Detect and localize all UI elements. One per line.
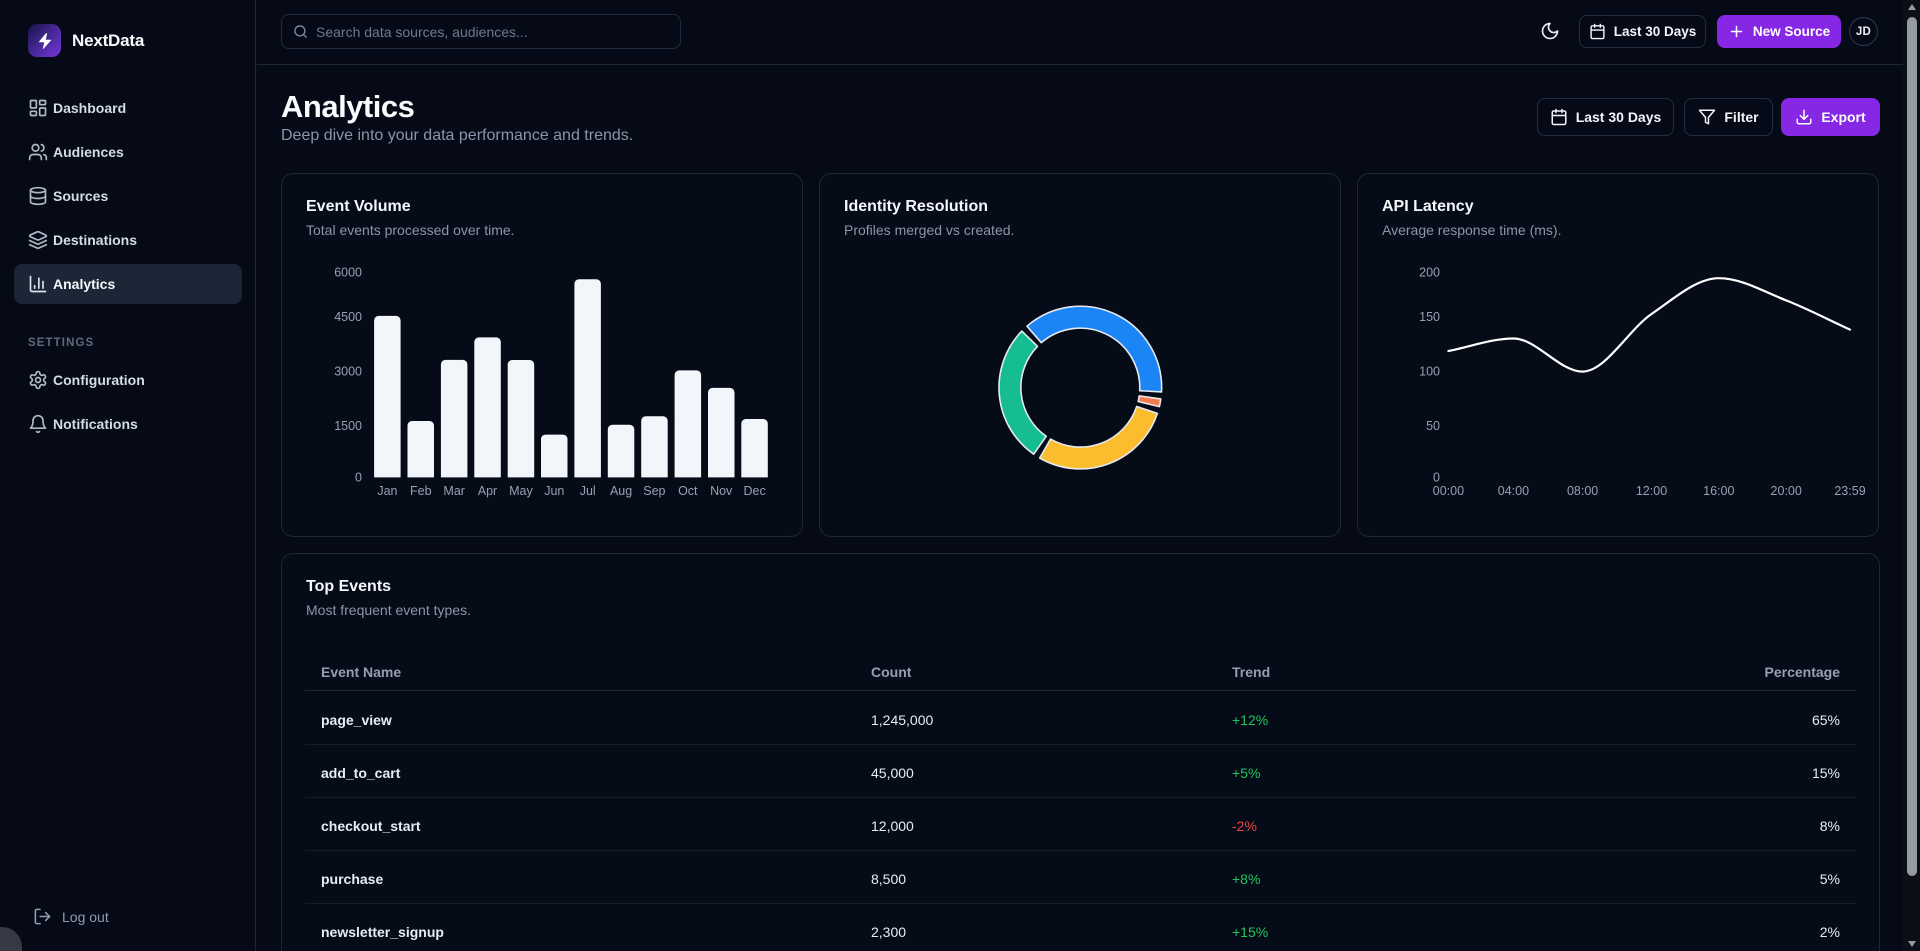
svg-text:100: 100 bbox=[1419, 365, 1440, 379]
svg-text:Apr: Apr bbox=[478, 484, 497, 498]
svg-text:23:59: 23:59 bbox=[1834, 484, 1865, 498]
svg-text:150: 150 bbox=[1419, 310, 1440, 324]
svg-text:Feb: Feb bbox=[410, 484, 432, 498]
svg-text:00:00: 00:00 bbox=[1433, 484, 1464, 498]
svg-text:20:00: 20:00 bbox=[1771, 484, 1802, 498]
svg-text:Sep: Sep bbox=[643, 484, 665, 498]
svg-text:Jun: Jun bbox=[544, 484, 564, 498]
svg-text:6000: 6000 bbox=[334, 266, 362, 280]
svg-text:Aug: Aug bbox=[610, 484, 632, 498]
svg-text:16:00: 16:00 bbox=[1703, 484, 1734, 498]
svg-text:Jan: Jan bbox=[377, 484, 397, 498]
svg-text:0: 0 bbox=[355, 471, 362, 485]
svg-text:1500: 1500 bbox=[334, 419, 362, 433]
svg-text:Nov: Nov bbox=[710, 484, 733, 498]
svg-text:08:00: 08:00 bbox=[1567, 484, 1598, 498]
svg-text:04:00: 04:00 bbox=[1498, 484, 1529, 498]
svg-text:200: 200 bbox=[1419, 266, 1440, 280]
svg-text:0: 0 bbox=[1433, 471, 1440, 485]
svg-text:4500: 4500 bbox=[334, 310, 362, 324]
svg-text:50: 50 bbox=[1426, 419, 1440, 433]
svg-text:May: May bbox=[509, 484, 533, 498]
svg-text:Jul: Jul bbox=[580, 484, 596, 498]
svg-text:3000: 3000 bbox=[334, 365, 362, 379]
svg-text:Oct: Oct bbox=[678, 484, 698, 498]
svg-text:Dec: Dec bbox=[743, 484, 765, 498]
svg-text:Mar: Mar bbox=[443, 484, 465, 498]
svg-text:12:00: 12:00 bbox=[1636, 484, 1667, 498]
